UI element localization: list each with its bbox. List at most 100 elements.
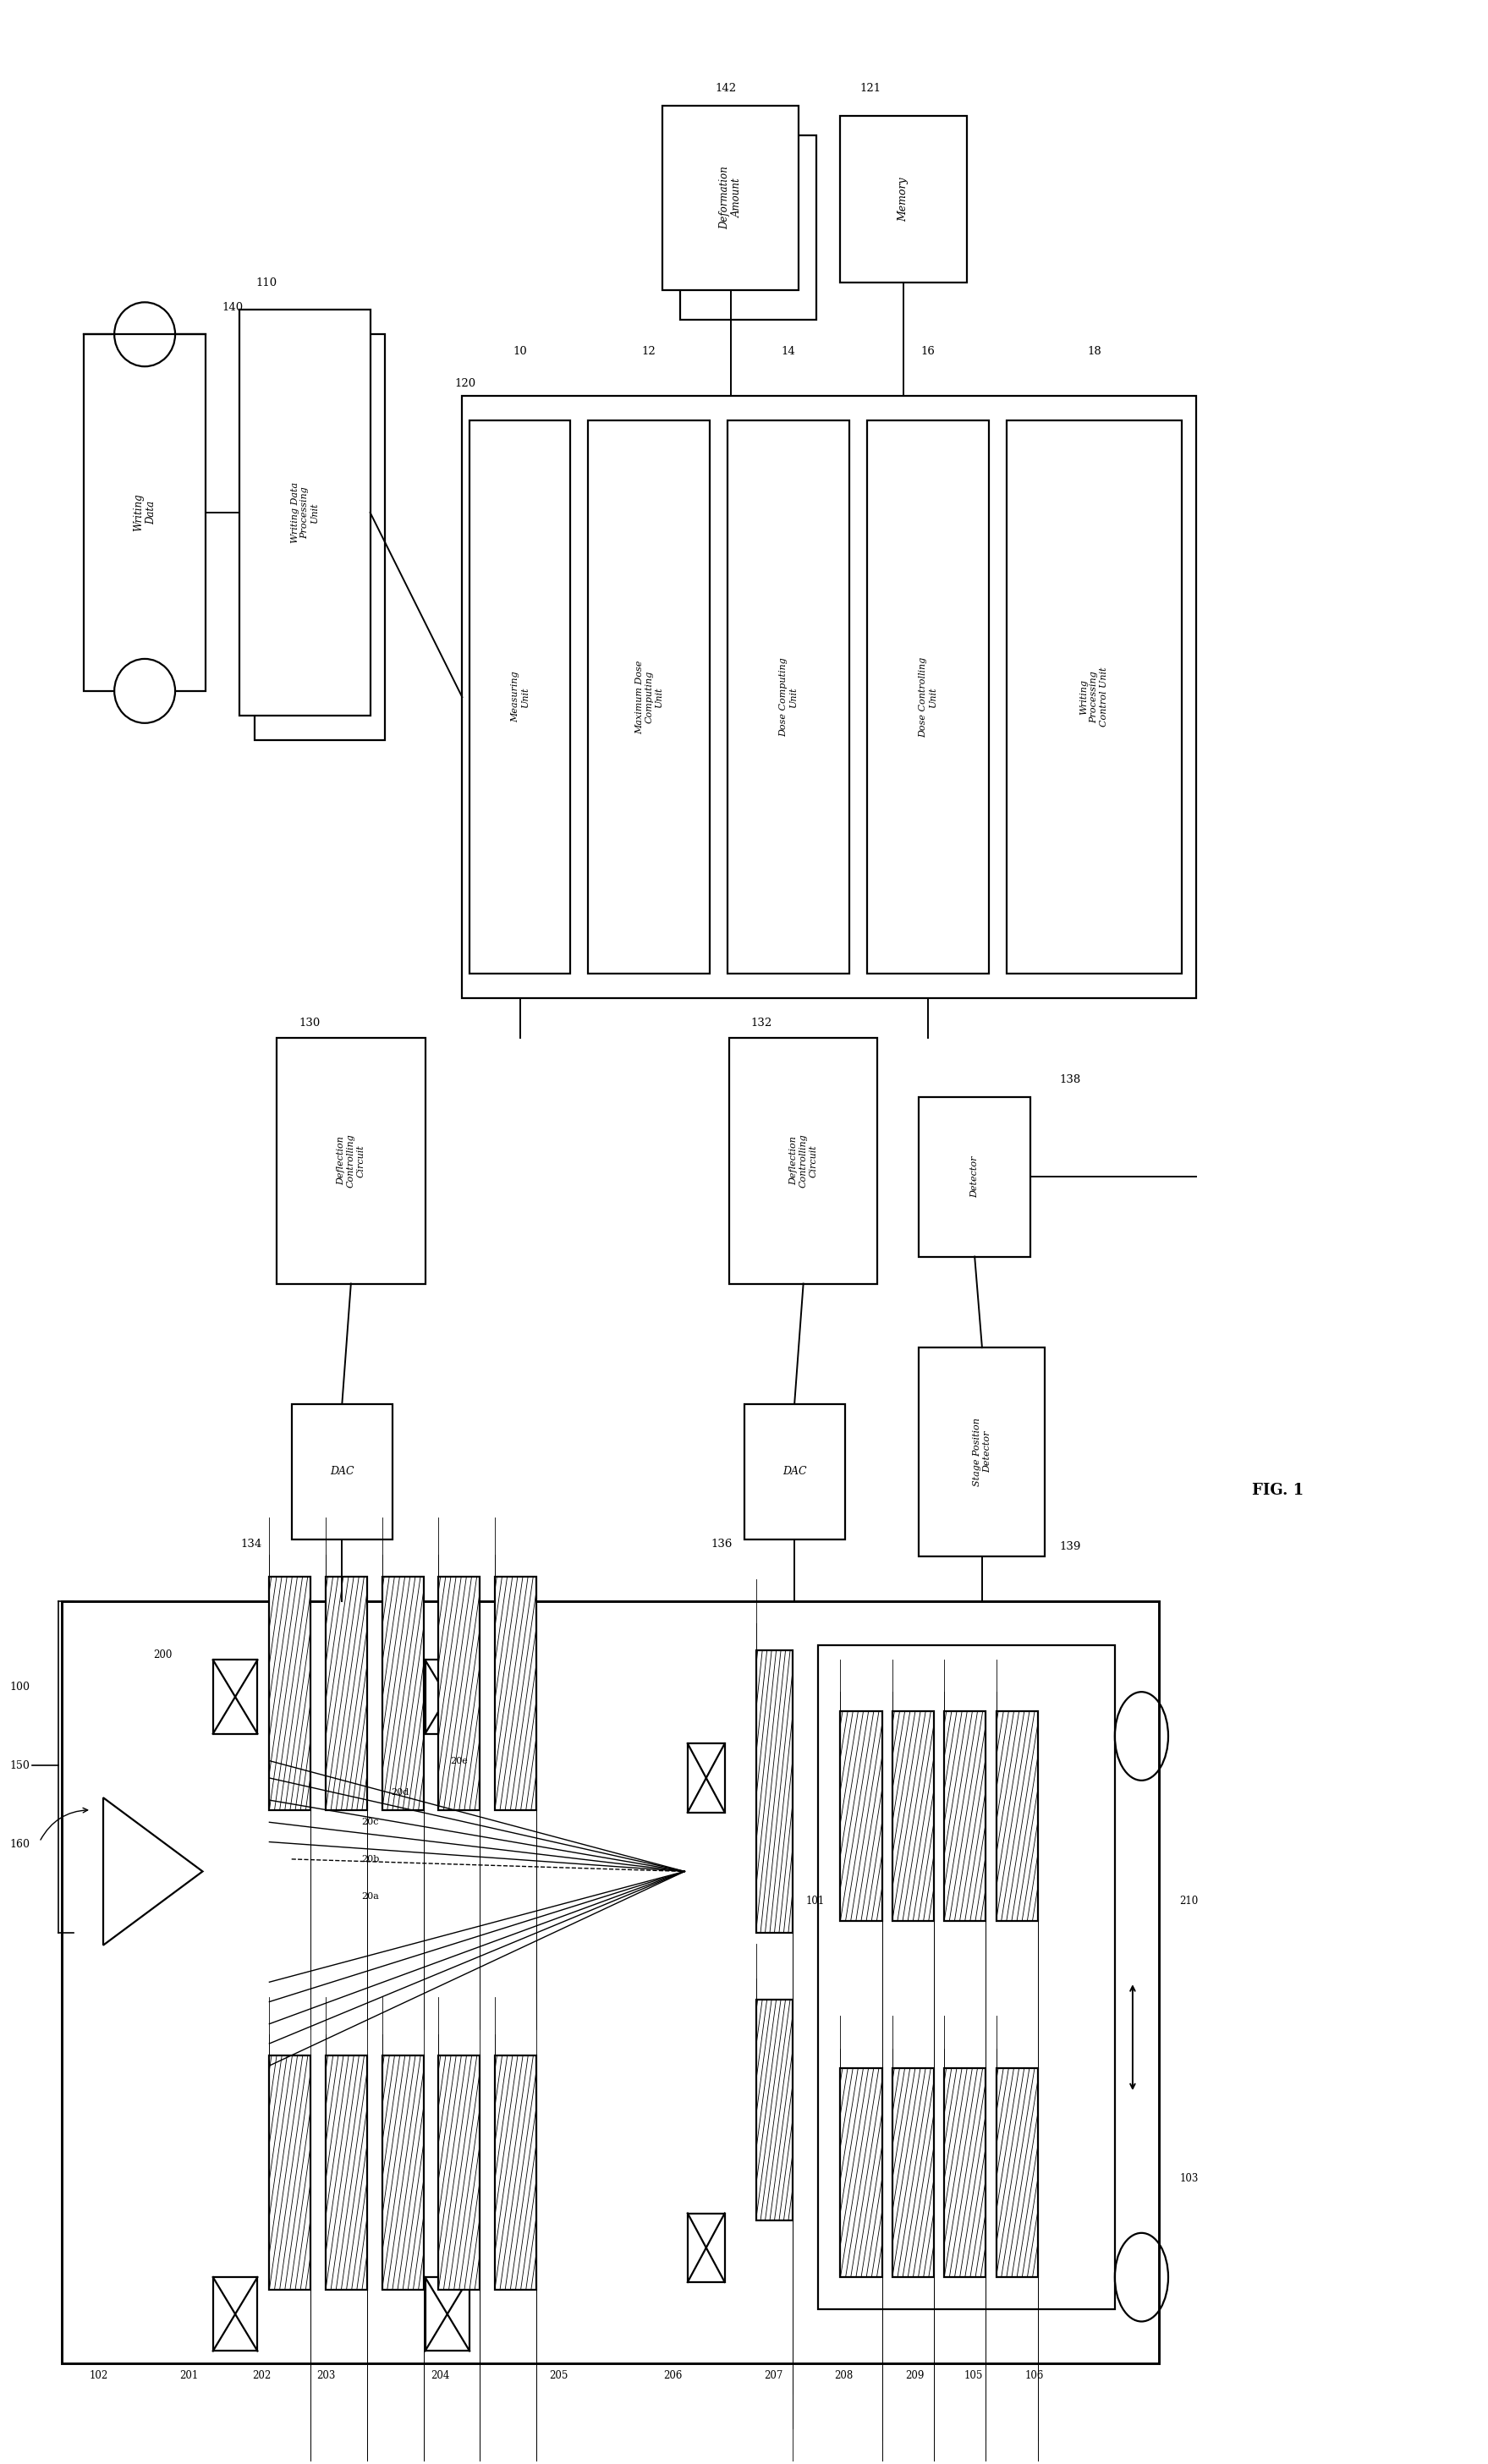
Text: Writing
Processing
Control Unit: Writing Processing Control Unit [1080,668,1109,727]
Text: 20d: 20d [391,1789,409,1796]
Bar [687,1745,725,1814]
Text: Measuring
Unit: Measuring Unit [510,673,530,722]
Text: 12: 12 [641,345,656,357]
Bar [588,421,710,973]
Text: 140: 140 [222,301,243,313]
Bar [945,1712,985,1919]
Text: DAC: DAC [783,1466,806,1478]
Bar [269,2055,311,2289]
Bar [61,1602,1159,2363]
Bar [945,2067,985,2277]
Bar [277,1037,426,1284]
Text: 121: 121 [860,84,881,94]
Bar [496,1577,536,1811]
Bar [382,2055,424,2289]
Bar [841,116,967,283]
Text: 10: 10 [513,345,527,357]
Text: 18: 18 [1086,345,1101,357]
Text: 150: 150 [10,1759,30,1772]
Bar [240,310,371,715]
Text: 20b: 20b [362,1855,379,1863]
Bar [756,1998,793,2220]
Bar [995,1712,1037,1919]
Bar [995,2067,1037,2277]
Text: 207: 207 [765,2370,783,2380]
Text: 103: 103 [1180,2173,1198,2183]
Text: 138: 138 [1059,1074,1080,1084]
Text: 142: 142 [716,84,737,94]
Text: 102: 102 [89,2370,109,2380]
Bar [818,1646,1115,2309]
Text: DAC: DAC [330,1466,354,1478]
Text: 106: 106 [1025,2370,1045,2380]
Ellipse shape [115,658,176,722]
Bar [868,421,988,973]
Text: Deflection
Controlling
Circuit: Deflection Controlling Circuit [336,1133,365,1188]
Text: 208: 208 [833,2370,853,2380]
Bar [893,1712,934,1919]
Bar [292,1404,393,1540]
Bar [1006,421,1181,973]
Text: FIG. 1: FIG. 1 [1251,1483,1303,1498]
Text: 209: 209 [905,2370,924,2380]
Bar [470,421,570,973]
Text: 136: 136 [711,1540,732,1550]
Text: 210: 210 [1180,1895,1198,1907]
Bar [756,1651,793,1932]
Bar [326,1577,368,1811]
Text: 206: 206 [664,2370,683,2380]
Ellipse shape [115,303,176,367]
Bar [496,2055,536,2289]
Text: Memory: Memory [897,177,909,222]
Bar [744,1404,845,1540]
Bar [893,2067,934,2277]
Text: 20c: 20c [362,1818,379,1826]
Text: 160: 160 [10,1838,30,1850]
Bar [687,2213,725,2282]
Text: 201: 201 [180,2370,199,2380]
Bar [680,136,817,320]
Text: Writing Data
Processing
Unit: Writing Data Processing Unit [290,483,318,542]
Text: 105: 105 [964,2370,984,2380]
Bar [662,106,799,291]
Text: Deflection
Controlling
Circuit: Deflection Controlling Circuit [789,1133,817,1188]
Text: Writing
Data: Writing Data [132,493,156,532]
Text: 110: 110 [256,278,277,288]
Bar [920,1348,1045,1557]
Bar [213,2277,257,2351]
Text: 204: 204 [430,2370,449,2380]
Text: 14: 14 [781,345,796,357]
Bar [841,2067,882,2277]
Text: 16: 16 [921,345,934,357]
Text: Deformation
Amount: Deformation Amount [719,165,743,229]
Text: 203: 203 [317,2370,335,2380]
Text: 134: 134 [241,1540,262,1550]
Text: 205: 205 [549,2370,568,2380]
Bar [728,421,850,973]
Bar [426,1661,470,1735]
Bar [382,1577,424,1811]
Text: Maximum Dose
Computing
Unit: Maximum Dose Computing Unit [635,660,664,734]
Bar [841,1712,882,1919]
Bar [439,1577,481,1811]
Bar [326,2055,368,2289]
Text: 139: 139 [1059,1542,1082,1552]
Text: 20a: 20a [362,1892,379,1900]
Bar [83,335,205,690]
Text: Detector: Detector [970,1156,979,1198]
Text: 130: 130 [299,1018,320,1027]
Bar [213,1661,257,1735]
Bar [254,335,385,739]
Text: Stage Position
Detector: Stage Position Detector [973,1417,991,1486]
Text: 202: 202 [253,2370,271,2380]
Text: 132: 132 [751,1018,772,1027]
Bar [920,1096,1030,1257]
Bar [426,2277,470,2351]
Text: 200: 200 [153,1648,173,1661]
Bar [439,2055,481,2289]
Bar [463,397,1196,998]
Text: Dose Computing
Unit: Dose Computing Unit [780,658,798,737]
Text: 101: 101 [806,1895,824,1907]
Bar [269,1577,311,1811]
Text: Dose Controlling
Unit: Dose Controlling Unit [918,658,937,737]
